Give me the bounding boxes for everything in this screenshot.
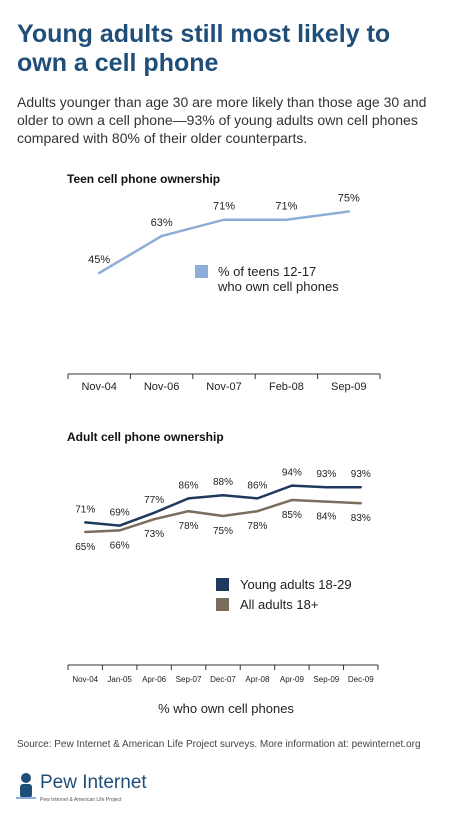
adult-x-tick-label: Sep-09	[313, 675, 339, 684]
all-data-label: 75%	[213, 526, 233, 537]
teen-data-label: 45%	[88, 254, 110, 266]
teen-x-tick-label: Feb-08	[269, 381, 304, 393]
all-data-label: 78%	[247, 521, 267, 532]
all-data-label: 83%	[351, 513, 371, 524]
adult-x-axis-label: % who own cell phones	[158, 701, 294, 716]
all-data-label: 73%	[144, 529, 164, 540]
adult-x-tick-label: Apr-08	[245, 675, 270, 684]
adult-x-tick-label: Apr-06	[142, 675, 167, 684]
teen-data-label: 63%	[151, 217, 173, 229]
young-data-point	[359, 486, 362, 489]
all-data-label: 78%	[179, 521, 199, 532]
young-data-label: 77%	[144, 495, 164, 506]
all-data-point	[187, 510, 190, 513]
teen-data-point	[222, 218, 226, 221]
young-data-label: 86%	[247, 480, 267, 491]
all-data-point	[256, 510, 259, 513]
adult-chart-title: Adult cell phone ownership	[67, 430, 224, 444]
young-legend-label: Young adults 18-29	[240, 577, 352, 592]
adult-x-tick-label: Sep-07	[176, 675, 202, 684]
all-data-point	[84, 530, 87, 534]
all-data-point	[325, 500, 328, 503]
all-legend-swatch	[216, 598, 229, 611]
young-data-label: 93%	[351, 469, 371, 480]
young-data-point	[325, 486, 328, 489]
teen-x-tick-label: Nov-06	[144, 381, 179, 393]
teen-chart: Nov-04 Nov-06 Nov-07 Feb-08 Sep-09 45% 63% 71% 7…	[67, 193, 381, 393]
young-data-label: 88%	[213, 477, 233, 488]
young-data-label: 86%	[179, 480, 199, 491]
logo-tagline: Pew Internet & American Life Project	[40, 797, 122, 803]
all-data-point	[221, 514, 225, 518]
intro-text: Adults younger than age 30 are more like…	[17, 94, 427, 146]
young-data-point	[152, 511, 156, 514]
all-data-label: 66%	[110, 540, 130, 551]
teen-legend-label-line2: who own cell phones	[217, 279, 339, 294]
all-data-point	[290, 498, 294, 502]
all-legend-label: All adults 18+	[240, 597, 318, 612]
all-data-label: 65%	[75, 542, 95, 553]
adult-x-tick-label: Apr-09	[280, 675, 305, 684]
teen-data-label: 71%	[275, 201, 297, 213]
adult-chart: Nov-04 Jan-05 Apr-06 Sep-07 Dec-07 Apr-08 Apr-…	[67, 468, 379, 716]
all-data-label: 84%	[316, 512, 336, 523]
teen-x-tick-label: Sep-09	[331, 381, 366, 393]
adult-x-tick-label: Dec-09	[348, 675, 374, 684]
teen-data-point	[347, 210, 350, 213]
teen-data-point	[160, 234, 163, 238]
teen-data-label: 71%	[213, 201, 235, 213]
young-data-point	[187, 497, 190, 500]
teen-data-point	[98, 271, 101, 275]
logo-name: Pew Internet	[40, 772, 147, 793]
teen-chart-title: Teen cell phone ownership	[67, 172, 221, 186]
young-data-label: 71%	[75, 504, 95, 515]
all-data-label: 85%	[282, 510, 302, 521]
adult-x-tick-label: Dec-07	[210, 675, 236, 684]
all-data-point	[359, 502, 362, 505]
pew-logo[interactable]: Pew Internet Pew Internet & American Lif…	[12, 770, 212, 812]
teen-legend-swatch	[195, 265, 208, 278]
pew-logo-icon	[16, 773, 36, 799]
source-note: Source: Pew Internet & American Life Pro…	[17, 739, 421, 750]
all-data-point	[152, 518, 156, 521]
young-data-point	[84, 521, 87, 524]
young-data-point	[256, 497, 259, 500]
young-data-point	[118, 524, 121, 527]
all-data-point	[118, 529, 121, 532]
young-data-point	[221, 494, 225, 497]
young-data-label: 69%	[110, 508, 130, 519]
young-legend-swatch	[216, 578, 229, 591]
teen-data-point	[285, 218, 288, 221]
teen-legend-label-line1: % of teens 12-17	[218, 264, 316, 279]
page-title: Young adults still most likely to own a …	[17, 20, 391, 77]
adult-x-tick-label: Jan-05	[107, 675, 132, 684]
young-data-label: 94%	[282, 468, 302, 479]
adult-x-tick-label: Nov-04	[72, 675, 98, 684]
young-data-point	[290, 484, 294, 487]
teen-data-label: 75%	[338, 193, 360, 205]
young-data-label: 93%	[316, 469, 336, 480]
teen-x-tick-label: Nov-07	[206, 381, 241, 393]
teen-x-tick-label: Nov-04	[81, 381, 116, 393]
